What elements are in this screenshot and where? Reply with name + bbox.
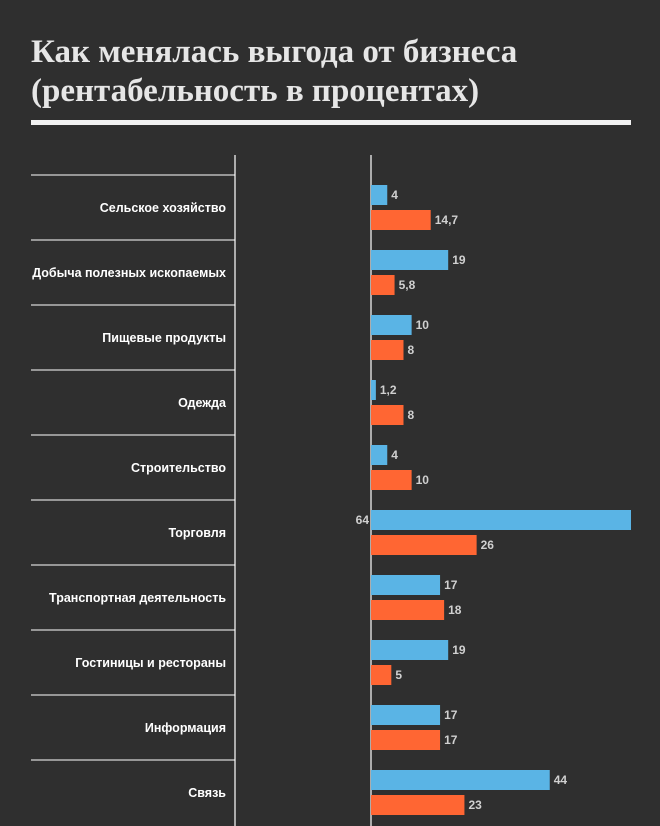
- value-label-orange: 5,8: [399, 278, 416, 292]
- value-label-orange: 8: [408, 343, 415, 357]
- value-label-orange: 10: [416, 473, 430, 487]
- category-label: Добыча полезных ископаемых: [32, 266, 226, 280]
- value-label-blue: 17: [444, 708, 458, 722]
- value-label-blue: 10: [416, 318, 430, 332]
- category-label: Информация: [145, 721, 226, 735]
- bar-orange: [371, 535, 477, 555]
- title-line-2: (рентабельность в процентах): [31, 73, 480, 109]
- value-label-blue: 4: [391, 188, 398, 202]
- bar-blue: [371, 250, 449, 270]
- bar-orange: [371, 405, 404, 425]
- category-label: Строительство: [131, 461, 226, 475]
- bar-blue: [371, 185, 388, 205]
- title-line-1: Как менялась выгода от бизнеса: [31, 34, 518, 70]
- bar-orange: [371, 795, 465, 815]
- bar-blue: [371, 770, 550, 790]
- title-underline: [31, 120, 631, 125]
- value-label-blue: 44: [554, 773, 568, 787]
- value-label-blue: 1,2: [380, 383, 397, 397]
- category-label: Сельское хозяйство: [100, 201, 227, 215]
- value-label-blue: 4: [391, 448, 398, 462]
- value-label-orange: 18: [448, 603, 462, 617]
- bar-orange: [371, 275, 395, 295]
- bar-orange: [371, 470, 412, 490]
- bar-blue: [371, 510, 631, 530]
- value-label-blue: 64: [356, 513, 370, 527]
- value-label-orange: 5: [395, 668, 402, 682]
- bar-orange: [371, 665, 392, 685]
- bar-blue: [371, 315, 412, 335]
- value-label-orange: 17: [444, 733, 458, 747]
- bar-orange: [371, 340, 404, 360]
- category-label: Связь: [188, 786, 226, 800]
- value-label-orange: 14,7: [435, 213, 459, 227]
- value-label-blue: 19: [452, 643, 466, 657]
- category-label: Транспортная деятельность: [49, 591, 226, 605]
- bar-orange: [371, 730, 441, 750]
- bar-orange: [371, 600, 445, 620]
- bar-blue: [371, 705, 441, 725]
- bar-blue: [371, 380, 376, 400]
- category-label: Пищевые продукты: [102, 331, 226, 345]
- bar-blue: [371, 575, 441, 595]
- category-label: Гостиницы и рестораны: [75, 656, 226, 670]
- bar-blue: [371, 640, 449, 660]
- value-label-blue: 19: [452, 253, 466, 267]
- value-label-orange: 8: [408, 408, 415, 422]
- value-label-orange: 26: [481, 538, 495, 552]
- bar-orange: [371, 210, 431, 230]
- value-label-orange: 23: [468, 798, 482, 812]
- category-label: Торговля: [168, 526, 226, 540]
- category-label: Одежда: [178, 396, 227, 410]
- value-label-blue: 17: [444, 578, 458, 592]
- bar-blue: [371, 445, 388, 465]
- chart-title: Как менялась выгода от бизнеса (рентабел…: [31, 33, 641, 111]
